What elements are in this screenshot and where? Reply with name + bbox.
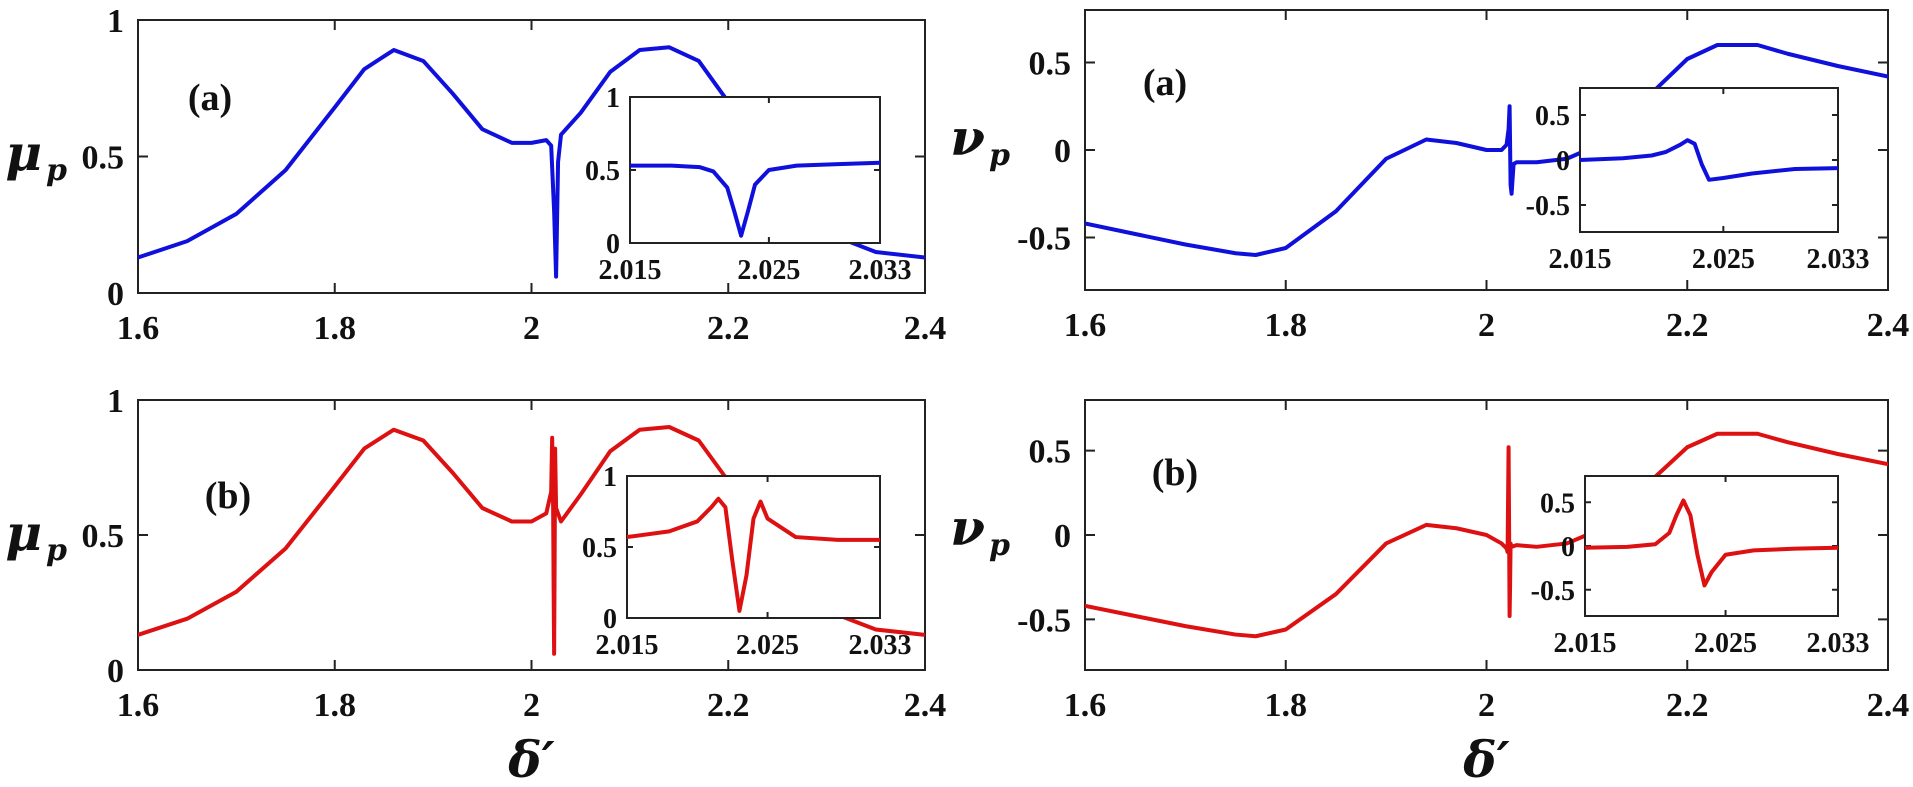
main-series-line [138,425,925,656]
inset: 2.015 2.025 2.033 -0.5 0 0.5 [1531,475,1870,659]
y-axis-label: μ [5,503,42,562]
x-tick-label: 1.8 [314,687,357,724]
inset-background [630,97,880,243]
y-axis-label-subscript: p [46,153,67,188]
inset-series-line [627,496,880,613]
x-tick-label: 2 [1478,307,1495,344]
x-tick-label: 1.8 [1265,687,1308,724]
inset-y-tick-label: 0.5 [582,533,617,564]
y-tick-label: -0.5 [1017,602,1071,639]
y-axis-label-subscript: p [989,528,1010,563]
inset: 2.015 2.025 2.033 -0.5 0 0.5 [1526,87,1870,275]
inset-y-tick-label: 0.5 [1540,488,1575,519]
inset-series-group [1585,498,1838,588]
inset-y-tick-label: 0 [606,229,620,260]
x-axis-label: δ′ [507,730,555,787]
x-tick-label: 2.4 [904,687,947,724]
main-series-group [138,45,925,279]
x-tick-label: 2.2 [1666,307,1709,344]
inset-y-tick-label: -0.5 [1531,576,1575,607]
x-tick-label: 1.8 [1265,307,1308,344]
y-axis-label-subscript: p [46,533,67,568]
y-tick-label: 1 [107,383,124,420]
inset-series-group [627,496,880,613]
inset-series-line [630,160,880,238]
y-tick-label: 0.5 [82,518,125,555]
inset-y-tick-label: 0.5 [1535,101,1570,132]
y-tick-label: 0.5 [1029,46,1072,83]
inset-x-tick-label: 2.025 [736,630,799,661]
inset-y-tick-label: -0.5 [1526,191,1570,222]
x-tick-label: 1.6 [1064,687,1107,724]
inset-series-line [1580,138,1838,182]
inset-y-tick-label: 0 [603,604,617,635]
inset: 2.015 2.025 2.033 0 0.5 1 [582,462,912,661]
y-tick-label: 1 [107,3,124,40]
panel-label: (a) [1143,62,1187,104]
x-tick-label: 2.4 [904,310,947,347]
panel-label: (a) [188,77,232,119]
y-axis-label-subscript: p [989,138,1010,173]
inset-y-tick-label: 0.5 [585,156,620,187]
panel-left-bottom: 1.6 1.8 2 2.2 2.4 0 0.5 1 (b) μ p δ′ 2.015 2.025 2.033… [5,383,946,787]
panel-left-top: 1.6 1.8 2 2.2 2.4 0 0.5 1 (a) μ p 2.015 2.025 2.033 0 0… [5,3,946,347]
x-tick-label: 2.2 [707,310,750,347]
x-axis-label: δ′ [1462,730,1510,787]
inset-x-tick-label: 2.015 [1549,244,1612,275]
y-tick-label: 0 [107,653,124,690]
main-series-group [1085,431,1888,639]
inset-x-tick-label: 2.015 [1554,628,1617,659]
x-tick-label: 2 [1478,687,1495,724]
y-tick-label: 0 [1054,518,1071,555]
inset-series-line [1585,498,1838,588]
inset-x-tick-label: 2.033 [849,255,912,286]
x-tick-label: 1.8 [314,310,357,347]
main-series-line [1085,43,1888,257]
inset-y-tick-label: 1 [606,83,620,114]
panel-label: (b) [205,475,251,517]
inset-x-tick-label: 2.015 [596,630,659,661]
x-tick-label: 2.4 [1867,687,1910,724]
main-series-line [138,45,925,279]
inset-y-tick-label: 1 [603,462,617,493]
x-tick-label: 2 [523,687,540,724]
y-tick-label: 0 [1054,133,1071,170]
y-tick-label: 0.5 [1029,434,1072,471]
inset-series-group [1580,138,1838,182]
x-tick-label: 1.6 [117,310,160,347]
x-tick-label: 2.2 [707,687,750,724]
main-series-group [1085,43,1888,257]
x-tick-label: 1.6 [1064,307,1107,344]
inset-x-tick-label: 2.015 [599,255,662,286]
main-series-group [138,425,925,656]
y-tick-label: 0.5 [82,140,125,177]
panel-label: (b) [1152,452,1198,494]
inset-x-tick-label: 2.025 [737,255,800,286]
x-tick-label: 2.2 [1666,687,1709,724]
y-axis-label: ν [950,108,985,167]
inset-x-tick-label: 2.033 [1807,244,1870,275]
y-axis-label: μ [5,123,42,182]
y-axis-label: ν [950,498,985,557]
x-tick-label: 2 [523,310,540,347]
inset-background [627,476,880,618]
x-tick-label: 1.6 [117,687,160,724]
main-series-line [1085,431,1888,639]
inset-series-group [630,160,880,238]
y-tick-label: -0.5 [1017,221,1071,258]
y-tick-label: 0 [107,276,124,313]
inset-x-tick-label: 2.033 [1807,628,1870,659]
inset: 2.015 2.025 2.033 0 0.5 1 [585,83,912,286]
panel-right-bottom: 1.6 1.8 2 2.2 2.4-0.500.5 (b)ν pδ′2.015 2.025 2.… [950,399,1910,787]
panel-right-top: 1.6 1.8 2 2.2 2.4 -0.5 0 0.5 (a) ν p 2.015 2.025 2.03… [950,9,1910,344]
inset-y-tick-label: 0 [1556,146,1570,177]
inset-y-tick-label: 0 [1561,532,1575,563]
inset-x-tick-label: 2.025 [1694,628,1757,659]
inset-x-tick-label: 2.025 [1692,244,1755,275]
x-tick-label: 2.4 [1867,307,1910,344]
inset-x-tick-label: 2.033 [849,630,912,661]
